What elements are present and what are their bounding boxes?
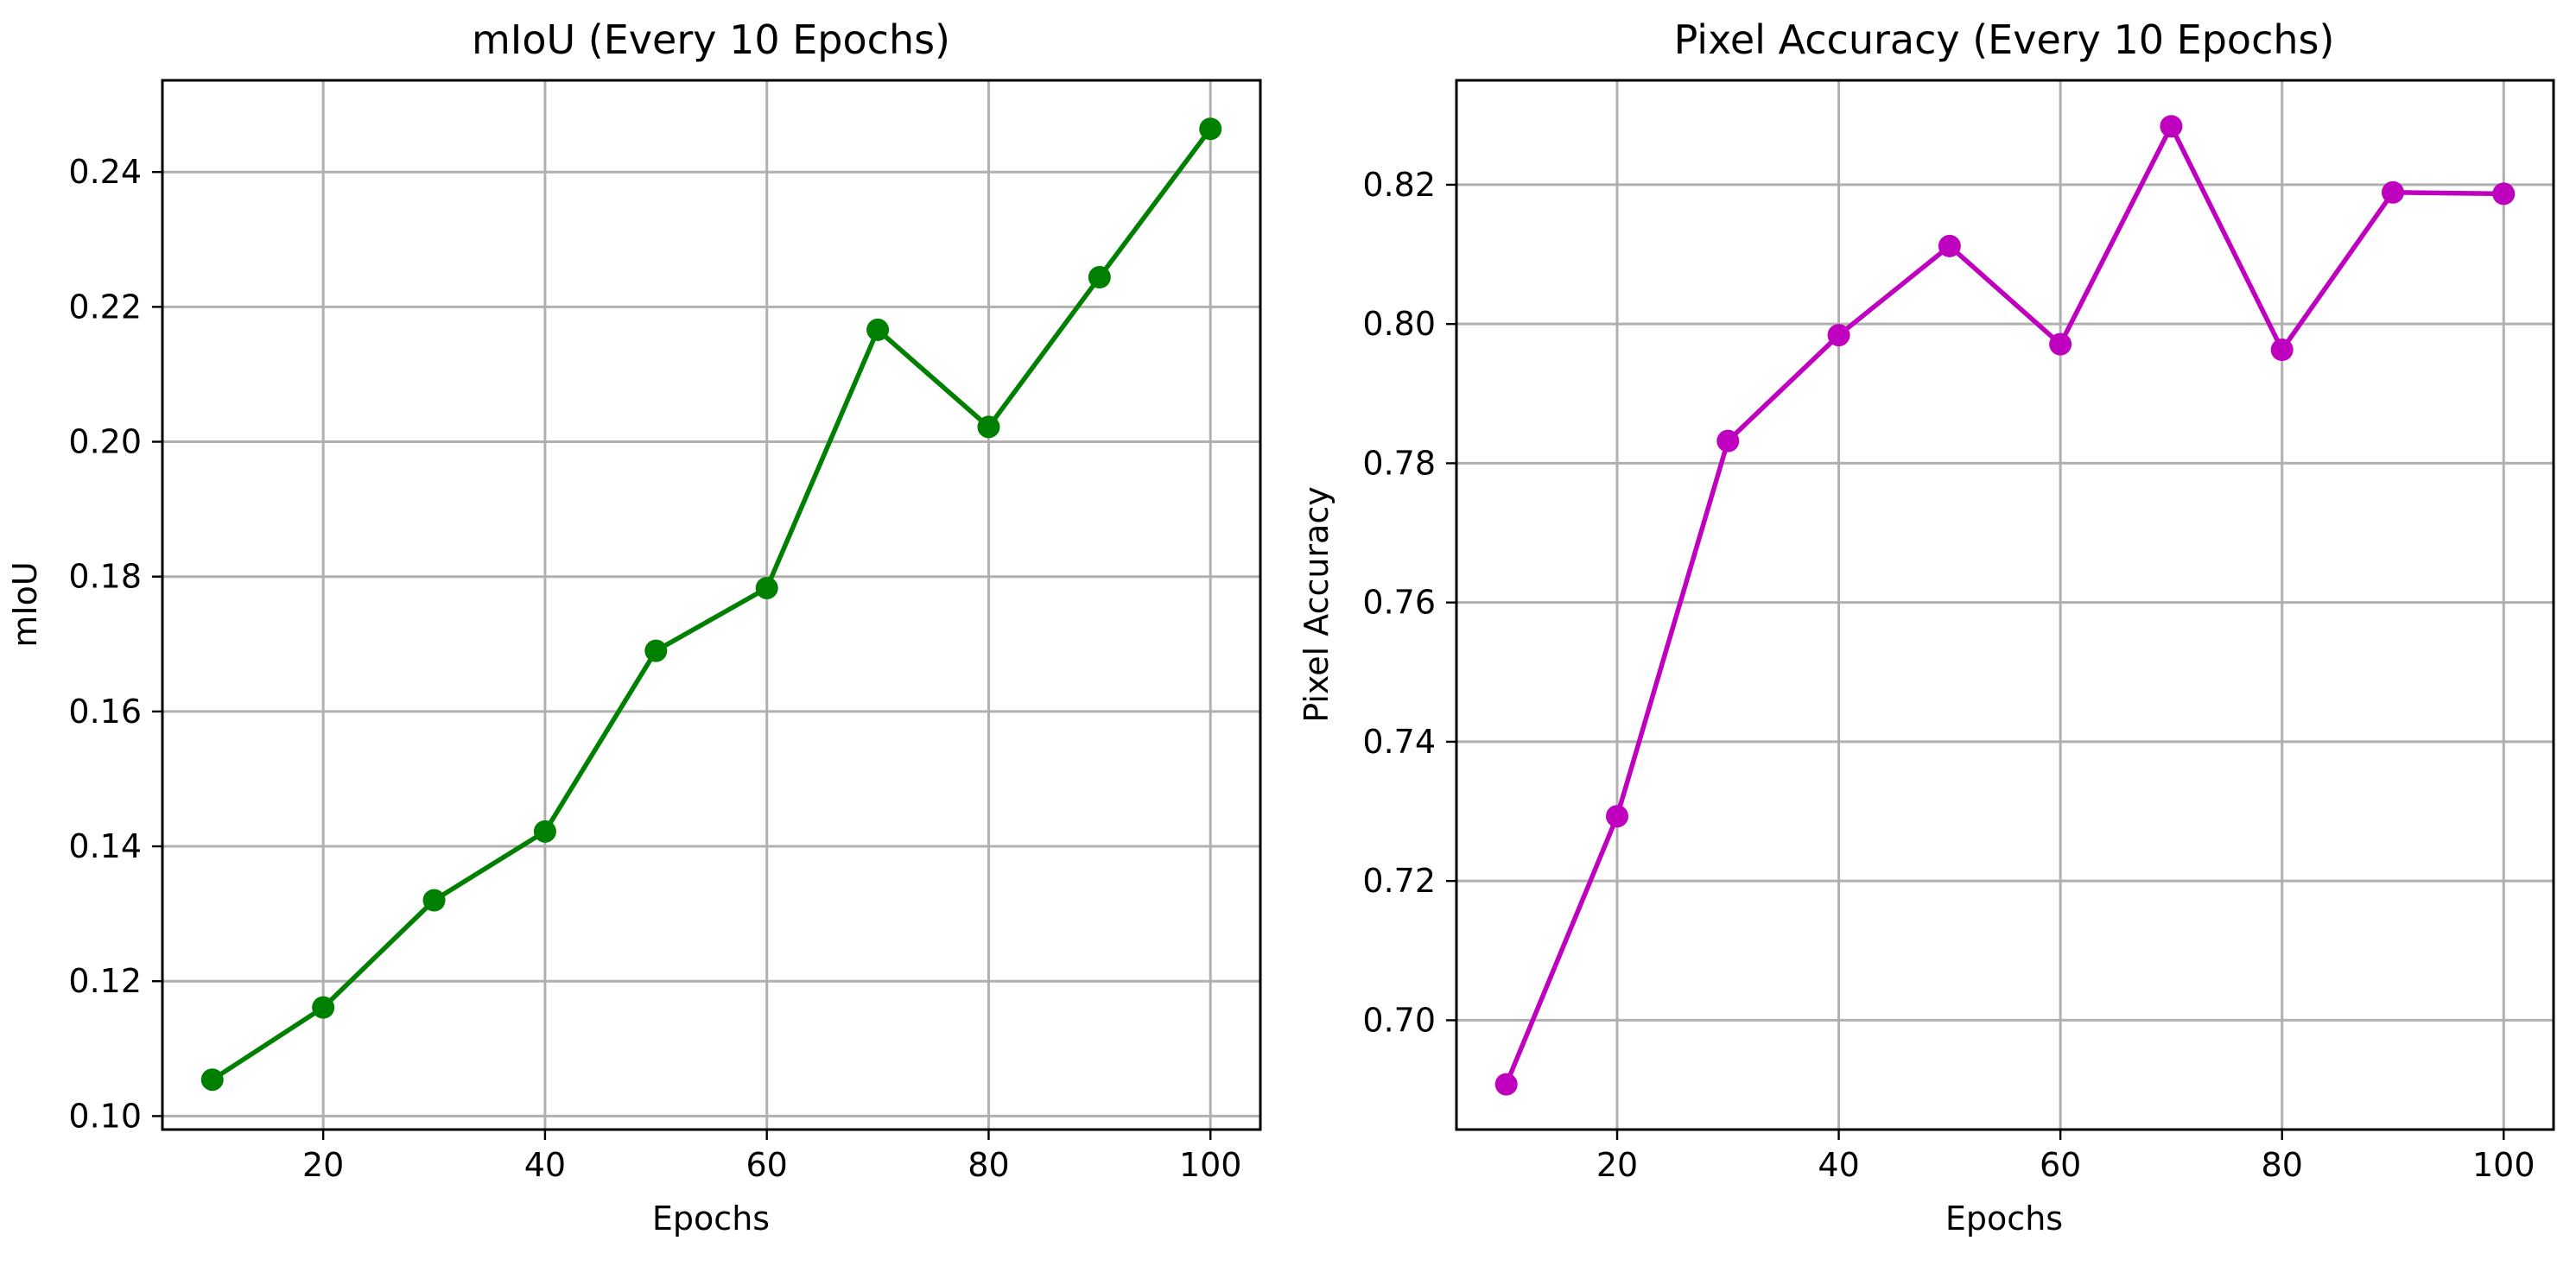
pixel-accuracy-y-tick-label: 0.74 [1362,723,1436,761]
pixel-accuracy-x-axis-label: Epochs [1945,1200,2063,1238]
pixel-accuracy-y-tick-label: 0.70 [1362,1001,1436,1039]
miou-data-point [755,576,778,599]
pixel-accuracy-data-point [2270,339,2294,362]
pixel-accuracy-series-line [1504,123,2504,1086]
pixel-accuracy-x-tick-label: 100 [2472,1146,2535,1184]
miou-data-point [312,996,335,1019]
miou-data-point [1199,117,1222,141]
pixel-accuracy-axes-frame [1455,79,2555,1131]
miou-chart-title: mIoU (Every 10 Epochs) [472,16,950,63]
pixel-accuracy-x-tick-label: 20 [1596,1146,1638,1184]
pixel-accuracy-chart: Pixel Accuracy (Every 10 Epochs) 20 40 60 8… [1298,16,2555,1238]
pixel-accuracy-y-tick-label: 0.76 [1362,584,1436,622]
pixel-accuracy-y-tick-label: 0.82 [1362,166,1436,204]
miou-y-tick-label: 0.22 [68,288,142,326]
miou-data-point [644,639,668,662]
miou-chart: mIoU (Every 10 Epochs) 20 40 60 80 100 0.10 0.… [6,16,1262,1238]
miou-y-tick-label: 0.14 [68,827,142,865]
miou-x-tick-label: 20 [302,1146,344,1184]
pixel-accuracy-data-point [1494,1073,1518,1096]
pixel-accuracy-data-point [2381,180,2404,204]
pixel-accuracy-data-point [2160,115,2183,138]
pixel-accuracy-plot-area [1494,115,2516,1096]
pixel-accuracy-x-tick-label: 40 [1818,1146,1859,1184]
miou-x-tick-label: 100 [1179,1146,1242,1184]
miou-x-axis-label: Epochs [652,1200,770,1238]
pixel-accuracy-data-point [2492,182,2516,206]
miou-data-point [977,415,1000,439]
pixel-accuracy-data-point [1606,805,1629,828]
pixel-accuracy-data-point [2049,332,2072,356]
miou-axes-frame [161,79,1262,1131]
miou-plot-area [200,117,1222,1092]
pixel-accuracy-data-point [1938,234,1961,257]
pixel-accuracy-y-tick-label: 0.78 [1362,444,1436,482]
miou-y-tick-label: 0.18 [68,558,142,596]
pixel-accuracy-y-axis-label: Pixel Accuracy [1298,486,1336,722]
miou-series-line [211,127,1213,1082]
miou-y-tick-label: 0.12 [68,962,142,1000]
miou-x-tick-label: 40 [524,1146,566,1184]
pixel-accuracy-y-tick-label: 0.72 [1362,862,1436,900]
miou-data-point [422,889,446,912]
miou-y-tick-label: 0.10 [68,1097,142,1135]
pixel-accuracy-data-point [1827,324,1850,347]
miou-y-axis-label: mIoU [6,561,44,647]
miou-y-tick-label: 0.16 [68,693,142,731]
miou-y-tick-label: 0.24 [68,153,142,191]
pixel-accuracy-ticks: 20 40 60 80 100 0.70 0.72 0.74 0.76 0.78 0.80 0.82 [1362,166,2535,1184]
miou-data-point [200,1068,224,1092]
miou-x-tick-label: 80 [968,1146,1009,1184]
miou-y-tick-label: 0.20 [68,423,142,461]
pixel-accuracy-chart-title: Pixel Accuracy (Every 10 Epochs) [1674,16,2335,63]
miou-grid [162,80,1260,1130]
miou-data-point [866,318,890,341]
pixel-accuracy-y-tick-label: 0.80 [1362,305,1436,343]
miou-x-tick-label: 60 [746,1146,788,1184]
pixel-accuracy-data-point [1716,429,1740,453]
pixel-accuracy-x-tick-label: 60 [2040,1146,2081,1184]
pixel-accuracy-x-tick-label: 80 [2262,1146,2303,1184]
miou-data-point [1088,266,1111,289]
miou-data-point [533,820,556,843]
miou-ticks: 20 40 60 80 100 0.10 0.12 0.14 0.16 0.18 0.20 0.22 0… [68,153,1241,1184]
